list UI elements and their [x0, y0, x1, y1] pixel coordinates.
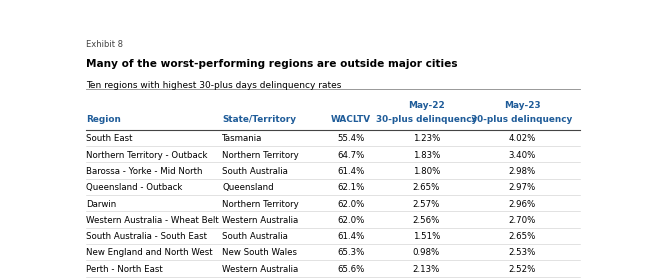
Text: 2.98%: 2.98% — [508, 167, 536, 176]
Text: Western Australia: Western Australia — [222, 216, 298, 225]
Text: Queensland: Queensland — [222, 183, 274, 192]
Text: Western Australia: Western Australia — [222, 265, 298, 274]
Text: 65.3%: 65.3% — [337, 249, 365, 258]
Text: 2.57%: 2.57% — [413, 199, 440, 208]
Text: May-22: May-22 — [408, 101, 445, 110]
Text: Tasmania: Tasmania — [222, 134, 263, 143]
Text: 2.96%: 2.96% — [508, 199, 536, 208]
Text: Barossa - Yorke - Mid North: Barossa - Yorke - Mid North — [86, 167, 203, 176]
Text: 55.4%: 55.4% — [337, 134, 365, 143]
Text: 3.40%: 3.40% — [508, 151, 536, 160]
Text: 2.13%: 2.13% — [413, 265, 440, 274]
Text: South Australia - South East: South Australia - South East — [86, 232, 207, 241]
Text: Queensland - Outback: Queensland - Outback — [86, 183, 183, 192]
Text: Northern Territory: Northern Territory — [222, 199, 299, 208]
Text: 61.4%: 61.4% — [337, 167, 365, 176]
Text: Northern Territory - Outback: Northern Territory - Outback — [86, 151, 208, 160]
Text: 2.53%: 2.53% — [508, 249, 536, 258]
Text: 62.0%: 62.0% — [337, 216, 365, 225]
Text: 2.56%: 2.56% — [413, 216, 440, 225]
Text: 30-plus delinquency: 30-plus delinquency — [471, 115, 573, 124]
Text: Region: Region — [86, 115, 121, 124]
Text: State/Territory: State/Territory — [222, 115, 296, 124]
Text: 2.65%: 2.65% — [508, 232, 536, 241]
Text: South Australia: South Australia — [222, 167, 288, 176]
Text: South Australia: South Australia — [222, 232, 288, 241]
Text: WACLTV: WACLTV — [331, 115, 370, 124]
Text: 2.70%: 2.70% — [508, 216, 536, 225]
Text: 62.1%: 62.1% — [337, 183, 365, 192]
Text: New South Wales: New South Wales — [222, 249, 297, 258]
Text: 2.65%: 2.65% — [413, 183, 440, 192]
Text: 65.6%: 65.6% — [337, 265, 365, 274]
Text: New England and North West: New England and North West — [86, 249, 213, 258]
Text: Perth - North East: Perth - North East — [86, 265, 163, 274]
Text: 64.7%: 64.7% — [337, 151, 365, 160]
Text: 62.0%: 62.0% — [337, 199, 365, 208]
Text: Northern Territory: Northern Territory — [222, 151, 299, 160]
Text: 1.80%: 1.80% — [413, 167, 440, 176]
Text: 0.98%: 0.98% — [413, 249, 440, 258]
Text: 30-plus delinquency: 30-plus delinquency — [376, 115, 477, 124]
Text: 2.52%: 2.52% — [508, 265, 536, 274]
Text: 1.23%: 1.23% — [413, 134, 440, 143]
Text: Exhibit 8: Exhibit 8 — [86, 40, 124, 49]
Text: Many of the worst-performing regions are outside major cities: Many of the worst-performing regions are… — [86, 59, 458, 69]
Text: 1.83%: 1.83% — [413, 151, 440, 160]
Text: 2.97%: 2.97% — [508, 183, 536, 192]
Text: 4.02%: 4.02% — [508, 134, 536, 143]
Text: May-23: May-23 — [504, 101, 540, 110]
Text: 1.51%: 1.51% — [413, 232, 440, 241]
Text: Ten regions with highest 30-plus days delinquency rates: Ten regions with highest 30-plus days de… — [86, 81, 342, 90]
Text: Darwin: Darwin — [86, 199, 116, 208]
Text: South East: South East — [86, 134, 133, 143]
Text: Western Australia - Wheat Belt: Western Australia - Wheat Belt — [86, 216, 219, 225]
Text: 61.4%: 61.4% — [337, 232, 365, 241]
